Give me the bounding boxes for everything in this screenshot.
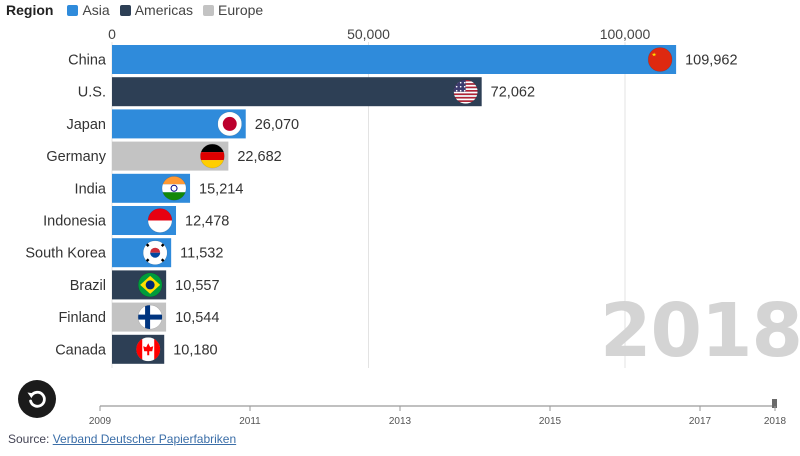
legend-label-asia: Asia (82, 2, 110, 18)
category-label: Germany (46, 149, 106, 165)
bar-row: U.S. 72,062 (78, 77, 535, 107)
source-note: Source: Verband Deutscher Papierfabriken (8, 432, 236, 446)
bar (112, 77, 482, 107)
x-tick-label: 100,000 (600, 26, 651, 42)
china-flag-icon (648, 47, 673, 72)
source-link[interactable]: Verband Deutscher Papierfabriken (52, 432, 237, 446)
category-label: Canada (55, 342, 107, 358)
category-label: Indonesia (43, 214, 107, 230)
category-label: Japan (66, 117, 106, 133)
canada-flag-icon (136, 337, 161, 362)
value-label: 11,532 (180, 246, 223, 262)
bar-row: South Korea 11,532 (25, 238, 223, 268)
legend-label-europe: Europe (218, 2, 264, 18)
replay-button[interactable] (18, 380, 56, 418)
bar-row: Brazil 10,557 (70, 270, 220, 300)
value-label: 26,070 (255, 117, 299, 133)
value-label: 22,682 (237, 149, 281, 165)
bar-row: India 15,214 (75, 173, 243, 203)
legend-item-asia: Asia (67, 2, 110, 18)
finland-flag-icon (138, 305, 163, 330)
category-label: South Korea (25, 246, 107, 262)
bar-row: Indonesia 12,478 (43, 206, 229, 235)
legend-title: Region (6, 2, 54, 18)
x-tick-label: 0 (108, 26, 116, 42)
india-flag-icon (162, 176, 187, 201)
bar-row: Germany 22,682 (46, 141, 282, 171)
legend-item-americas: Americas (119, 2, 194, 18)
bar-row: Japan 26,070 (66, 109, 299, 139)
timeline-tick-label[interactable]: 2011 (239, 416, 261, 427)
source-prefix: Source: (8, 432, 50, 446)
timeline-tick-label[interactable]: 2018 (764, 416, 787, 427)
timeline-tick-label[interactable]: 2013 (389, 416, 412, 427)
category-label: China (68, 53, 107, 69)
japan-flag-icon (217, 111, 242, 136)
legend-label-americas: Americas (134, 2, 194, 18)
brazil-flag-icon (138, 272, 163, 297)
value-label: 10,557 (175, 278, 219, 294)
indonesia-flag-icon (148, 208, 173, 233)
south-korea-flag-icon (143, 240, 168, 265)
x-tick-label: 50,000 (347, 26, 390, 42)
bar-row: China 109,962 (68, 45, 738, 74)
timeline-tick-label[interactable]: 2009 (89, 416, 112, 427)
legend-swatch-europe (203, 4, 215, 16)
legend-swatch-asia (67, 4, 79, 16)
value-label: 10,544 (175, 310, 219, 326)
category-label: Brazil (70, 278, 106, 294)
legend-swatch-americas (119, 4, 131, 16)
value-label: 12,478 (185, 214, 229, 230)
legend: Region Asia Americas Europe (6, 0, 273, 20)
category-label: Finland (58, 310, 106, 326)
value-label: 15,214 (199, 181, 243, 197)
replay-icon (27, 390, 46, 408)
year-label: 2018 (600, 288, 800, 374)
category-label: India (75, 181, 107, 197)
germany-flag-icon (200, 144, 225, 169)
category-label: U.S. (78, 85, 106, 101)
value-label: 72,062 (491, 85, 535, 101)
bar-row: Finland 10,544 (58, 302, 219, 332)
bar-row: Canada 10,180 (55, 334, 218, 364)
value-label: 10,180 (173, 342, 217, 358)
timeline-tick-label[interactable]: 2015 (539, 416, 562, 427)
legend-item-europe: Europe (203, 2, 263, 18)
value-label: 109,962 (685, 53, 737, 69)
bar (112, 45, 677, 74)
timeline-tick-label[interactable]: 2017 (689, 416, 712, 427)
timeline-handle[interactable] (772, 399, 777, 408)
